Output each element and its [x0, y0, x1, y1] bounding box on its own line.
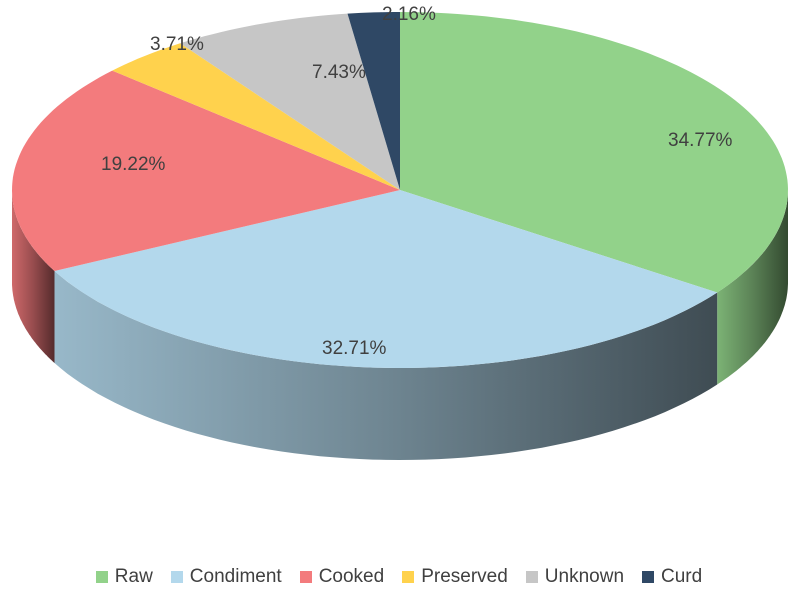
legend-swatch [642, 571, 655, 583]
pie-wall-cooked [12, 190, 55, 363]
pie-slice-curd [347, 12, 400, 190]
pie-wall-raw [717, 190, 788, 385]
legend-swatch [170, 571, 183, 583]
legend-item-raw: Raw [95, 566, 153, 588]
legend-label: Preserved [421, 566, 508, 587]
legend-swatch [525, 571, 538, 583]
legend-label: Condiment [189, 566, 282, 587]
legend-item-cooked: Cooked [299, 566, 385, 588]
legend-label: Unknown [544, 566, 625, 587]
data-label-cooked: 19.22% [101, 154, 166, 175]
legend: Raw Condiment Cooked Preserved Unknown Curd [0, 566, 798, 588]
legend-label: Cooked [318, 566, 385, 587]
legend-label: Curd [661, 566, 703, 587]
legend-swatch [299, 571, 312, 583]
data-label-condiment: 32.71% [322, 338, 387, 359]
legend-item-curd: Curd [642, 566, 702, 588]
legend-swatch [402, 571, 415, 583]
pie-slice-cooked [12, 70, 400, 271]
data-label-unknown: 7.43% [312, 62, 366, 83]
data-label-curd: 2.16% [382, 4, 436, 25]
legend-swatch [95, 571, 108, 583]
data-label-preserved: 3.71% [150, 34, 204, 55]
legend-item-preserved: Preserved [402, 566, 508, 588]
legend-label: Raw [114, 566, 153, 587]
pie-wall-condiment [54, 271, 718, 460]
legend-item-condiment: Condiment [170, 566, 282, 588]
pie-plot: 34.77% 32.71% 19.22% 3.71% 7.43% 2.16% [12, 4, 788, 460]
pie-slice-condiment [54, 190, 718, 368]
pie-slice-raw [400, 12, 788, 293]
legend-item-unknown: Unknown [525, 566, 625, 588]
data-label-raw: 34.77% [668, 130, 733, 151]
pie-slice-unknown [180, 13, 400, 190]
pie-slice-preserved [112, 43, 400, 190]
